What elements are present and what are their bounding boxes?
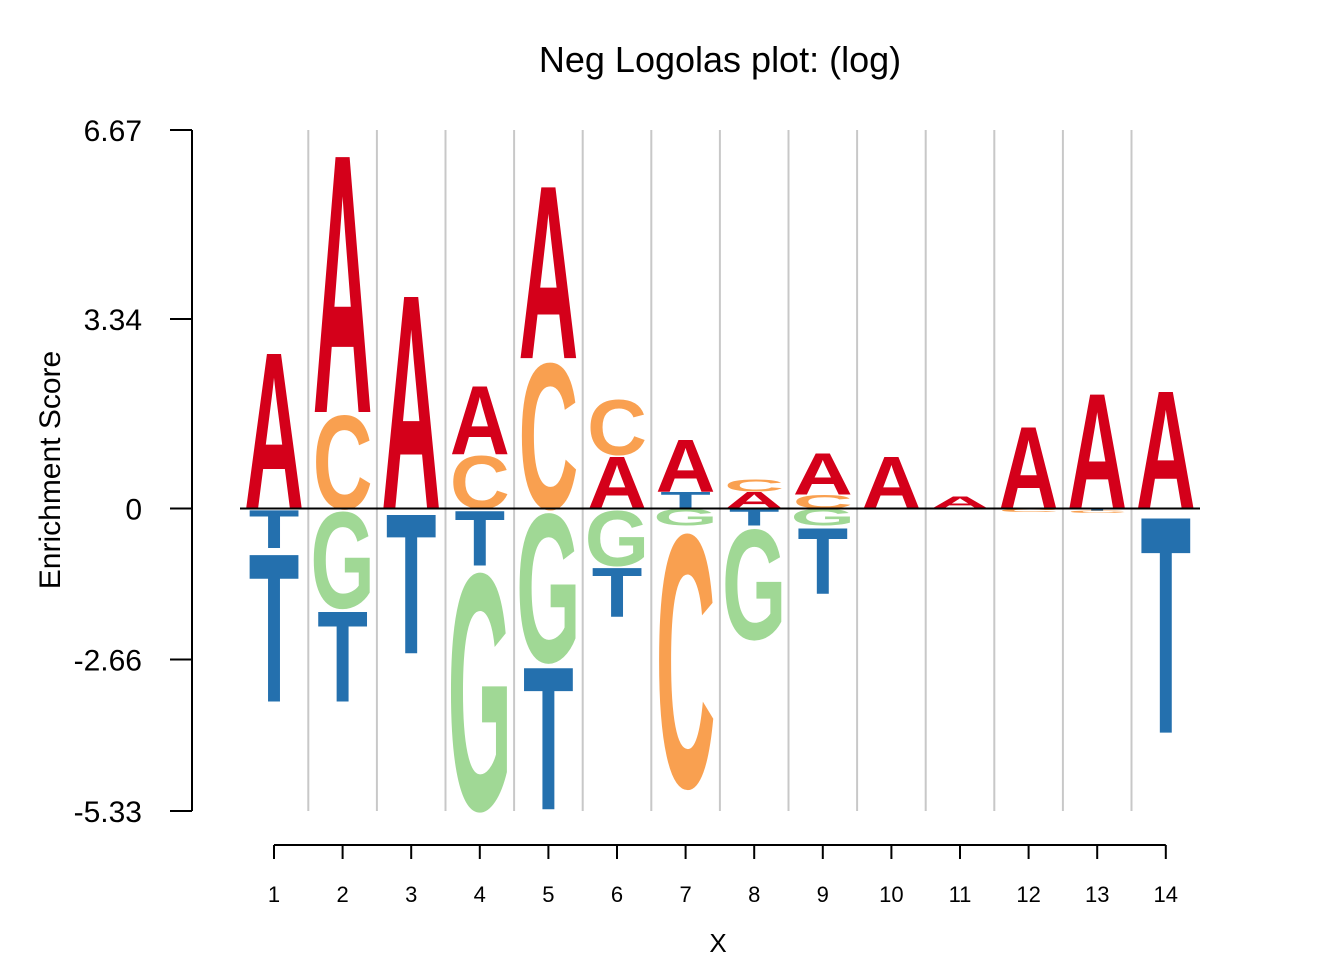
svg-text:C: C: [724, 476, 784, 495]
svg-text:A: A: [381, 230, 441, 574]
logo-letter-c: C: [1067, 510, 1127, 513]
x-tick-label: 10: [879, 882, 903, 907]
logo-letter-t: T: [249, 510, 300, 747]
svg-text:G: G: [585, 495, 649, 583]
logo-letter-c: C: [313, 387, 373, 537]
svg-text:A: A: [999, 402, 1059, 534]
logo-letter-t: T: [1072, 508, 1123, 511]
x-tick-label: 3: [405, 882, 417, 907]
svg-text:T: T: [317, 585, 368, 731]
svg-text:T: T: [592, 553, 643, 632]
y-tick-label: -2.66: [74, 644, 142, 677]
logo-letter-t: T: [1140, 453, 1191, 800]
svg-text:A: A: [244, 306, 304, 557]
svg-text:A: A: [587, 441, 647, 524]
x-tick-label: 8: [748, 882, 760, 907]
svg-text:G: G: [516, 471, 580, 708]
svg-text:A: A: [656, 424, 716, 507]
x-tick-label: 11: [949, 882, 972, 907]
logo-letter-a: A: [1136, 356, 1196, 545]
y-tick-label: 0: [125, 494, 142, 527]
svg-text:A: A: [861, 441, 921, 524]
svg-text:C: C: [1067, 510, 1127, 513]
svg-text:T: T: [386, 471, 437, 696]
logo-letter-a: A: [656, 424, 716, 507]
logo-letter-t: T: [454, 495, 505, 583]
svg-text:A: A: [450, 367, 510, 476]
x-tick-label: 6: [611, 882, 623, 907]
x-tick-label: 12: [1016, 882, 1040, 907]
logo-letter-a: A: [587, 441, 647, 524]
y-axis: 6.67 3.34 0 -2.66 -5.33: [74, 115, 193, 829]
logo-letter-c: C: [724, 476, 784, 495]
logo-letter-a: A: [450, 367, 510, 476]
svg-text:T: T: [454, 495, 505, 583]
logo-letter-g: G: [310, 484, 374, 638]
svg-text:C: C: [793, 491, 853, 513]
logo-letter-c: C: [518, 319, 578, 553]
x-tick-label: 9: [817, 882, 829, 907]
svg-text:C: C: [518, 319, 578, 553]
svg-text:G: G: [448, 504, 512, 882]
svg-text:T: T: [797, 509, 848, 614]
logo-letter-a: A: [793, 442, 853, 508]
svg-text:A: A: [793, 442, 853, 508]
y-tick-label: 6.67: [84, 115, 142, 148]
x-tick-label: 7: [679, 882, 691, 907]
logo-letter-t: T: [592, 553, 643, 632]
svg-text:C: C: [656, 458, 716, 863]
logo-letter-t: T: [317, 585, 368, 731]
logo-letter-c: C: [656, 458, 716, 863]
x-tick-label: 1: [268, 882, 280, 907]
y-axis-label: Enrichment Score: [34, 351, 67, 589]
logo-letter-g: G: [585, 495, 649, 583]
logo-letter-a: A: [244, 306, 304, 557]
svg-text:C: C: [450, 441, 510, 524]
logo-letter-a: A: [999, 402, 1059, 534]
svg-text:T: T: [1072, 508, 1123, 511]
svg-text:A: A: [930, 493, 990, 512]
y-tick-label: -5.33: [74, 796, 142, 829]
svg-text:T: T: [1140, 453, 1191, 800]
x-tick-label: 2: [336, 882, 348, 907]
logo-letter-a: A: [930, 493, 990, 512]
svg-text:A: A: [1067, 359, 1127, 544]
x-axis: 1 2 3 4 5 6 7 8 9 10 11 12 13 14: [268, 844, 1178, 907]
svg-text:G: G: [310, 484, 374, 638]
svg-text:A: A: [518, 134, 578, 412]
logo-letter-c: C: [587, 384, 647, 472]
x-tick-label: 13: [1085, 882, 1109, 907]
logo-letter-c: C: [793, 491, 853, 513]
svg-text:C: C: [587, 384, 647, 472]
logo-letter-t: T: [386, 471, 437, 696]
svg-text:T: T: [249, 510, 300, 747]
svg-text:A: A: [1136, 356, 1196, 545]
logo-letter-a: A: [861, 441, 921, 524]
svg-text:C: C: [313, 387, 373, 537]
logo-letter-g: G: [448, 504, 512, 882]
y-tick-label: 3.34: [84, 304, 142, 337]
logo-letter-c: C: [450, 441, 510, 524]
svg-text:T: T: [523, 626, 574, 854]
logo-letter-a: A: [1067, 359, 1127, 544]
logo-letter-a: A: [381, 230, 441, 574]
logo-letter-t: T: [797, 509, 848, 614]
logo-letter-t: T: [523, 626, 574, 854]
logo-letter-a: A: [313, 77, 373, 491]
logo-letter-g: G: [516, 471, 580, 708]
svg-text:G: G: [722, 496, 786, 673]
logo-letter-a: A: [518, 134, 578, 412]
x-tick-label: 5: [542, 882, 554, 907]
logo-letter-c: C: [999, 508, 1059, 513]
svg-text:A: A: [313, 77, 373, 491]
svg-text:C: C: [999, 508, 1059, 513]
x-tick-label: 14: [1154, 882, 1178, 907]
logo-letter-g: G: [722, 496, 786, 673]
chart-title: Neg Logolas plot: (log): [539, 39, 901, 80]
x-axis-label: X: [709, 928, 726, 958]
grid-lines: [307, 130, 1133, 811]
x-tick-label: 4: [474, 882, 486, 907]
